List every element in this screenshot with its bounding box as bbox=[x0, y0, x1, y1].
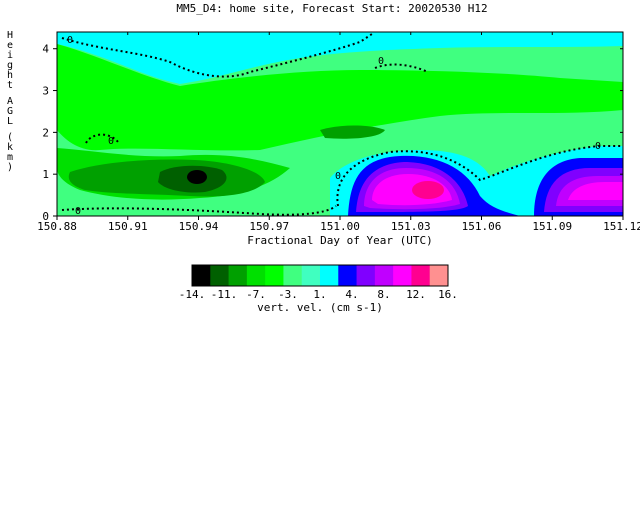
x-tick-label: 151.06 bbox=[462, 220, 502, 233]
colorbar-tick-label: -3. bbox=[278, 288, 298, 301]
contour-label: 0 bbox=[67, 35, 73, 46]
colorbar-swatch bbox=[393, 265, 412, 286]
chart-title: MM5_D4: home site, Forecast Start: 20020… bbox=[176, 2, 487, 15]
y-axis-label-char: G bbox=[7, 106, 13, 117]
y-axis-label-char: e bbox=[7, 40, 13, 51]
colorbar-swatch bbox=[338, 265, 358, 286]
y-axis-label-char: g bbox=[7, 60, 13, 71]
colorbar-tick-label: 8. bbox=[377, 288, 390, 301]
y-axis-label-char: ( bbox=[7, 132, 13, 143]
colorbar-swatch bbox=[301, 265, 321, 286]
plot-area bbox=[57, 32, 623, 216]
x-tick-label: 151.09 bbox=[532, 220, 572, 233]
x-tick-label: 151.00 bbox=[320, 220, 360, 233]
y-axis-label-char: k bbox=[7, 142, 13, 153]
colorbar-tick-label: 4. bbox=[345, 288, 358, 301]
colorbar-swatch bbox=[374, 265, 394, 286]
y-axis: 0 1 2 3 4 bbox=[42, 43, 623, 223]
colorbar-tick-label: -14. bbox=[179, 288, 206, 301]
x-tick-label: 151.03 bbox=[391, 220, 431, 233]
x-tick-label: 150.91 bbox=[108, 220, 148, 233]
colorbar-swatch bbox=[356, 265, 376, 286]
x-axis: 150.88 150.91 150.94 150.97 151.00 151.03 151.… bbox=[37, 32, 640, 233]
cyan-upper-band bbox=[57, 32, 623, 84]
y-tick-label: 2 bbox=[42, 126, 49, 139]
colorbar-swatch bbox=[246, 265, 266, 286]
colorbar-tick-label: -7. bbox=[246, 288, 266, 301]
updraft-b-core bbox=[568, 182, 623, 200]
y-axis-label-char: t bbox=[7, 80, 13, 91]
colorbar-swatch bbox=[429, 265, 449, 286]
y-tick-label: 4 bbox=[42, 43, 49, 56]
y-tick-label: 1 bbox=[42, 168, 49, 181]
y-axis-label-char: m bbox=[7, 152, 13, 163]
x-axis-label: Fractional Day of Year (UTC) bbox=[247, 234, 432, 247]
y-axis-label-char: H bbox=[7, 30, 13, 41]
y-axis-label-char: h bbox=[7, 70, 13, 81]
contour-label: 0 bbox=[378, 56, 384, 67]
zero-contours bbox=[61, 33, 623, 216]
colorbar: -14. -11. -7. -3. 1. 4. 8. 12. 16. bbox=[179, 264, 458, 301]
colorbar-swatch bbox=[192, 265, 211, 286]
contour-upper bbox=[61, 33, 373, 78]
colorbar-tick-label: -11. bbox=[211, 288, 238, 301]
colorbar-frame bbox=[191, 264, 449, 287]
contour-labels: 0 0 0 0 0 0 bbox=[67, 35, 601, 217]
y-axis-label-char: L bbox=[7, 116, 13, 127]
contour-label: 0 bbox=[75, 206, 81, 217]
colorbar-swatch bbox=[283, 265, 303, 286]
colorbar-swatch bbox=[320, 265, 339, 286]
y-axis-label-char: A bbox=[7, 96, 13, 107]
colorbar-tick-label: 1. bbox=[313, 288, 326, 301]
contour-upper-small bbox=[374, 63, 429, 73]
downdraft-core bbox=[187, 170, 207, 184]
updraft-a-max bbox=[412, 181, 444, 199]
colorbar-tick-label: 16. bbox=[438, 288, 458, 301]
contour-lower-right bbox=[336, 145, 623, 207]
y-tick-label: 0 bbox=[42, 210, 49, 223]
contour-label: 0 bbox=[108, 136, 114, 147]
y-axis-label-char: i bbox=[7, 50, 13, 61]
colorbar-swatch bbox=[411, 265, 431, 286]
contour-label: 0 bbox=[595, 141, 601, 152]
colorbar-swatch bbox=[210, 265, 230, 286]
contour-bottom bbox=[61, 205, 337, 216]
x-tick-label: 151.12 bbox=[603, 220, 640, 233]
colorbar-label: vert. vel. (cm s-1) bbox=[257, 301, 383, 314]
x-tick-label: 150.94 bbox=[179, 220, 219, 233]
y-axis-label-char: ) bbox=[7, 162, 13, 173]
x-tick-label: 150.88 bbox=[37, 220, 77, 233]
downdraft-aloft bbox=[320, 125, 385, 139]
contour-label: 0 bbox=[335, 171, 341, 182]
green-mid-band bbox=[57, 44, 623, 151]
colorbar-swatch bbox=[228, 265, 248, 286]
x-tick-label: 150.97 bbox=[249, 220, 289, 233]
colorbar-swatch bbox=[265, 265, 284, 286]
y-tick-label: 3 bbox=[42, 85, 49, 98]
colorbar-tick-label: 12. bbox=[406, 288, 426, 301]
